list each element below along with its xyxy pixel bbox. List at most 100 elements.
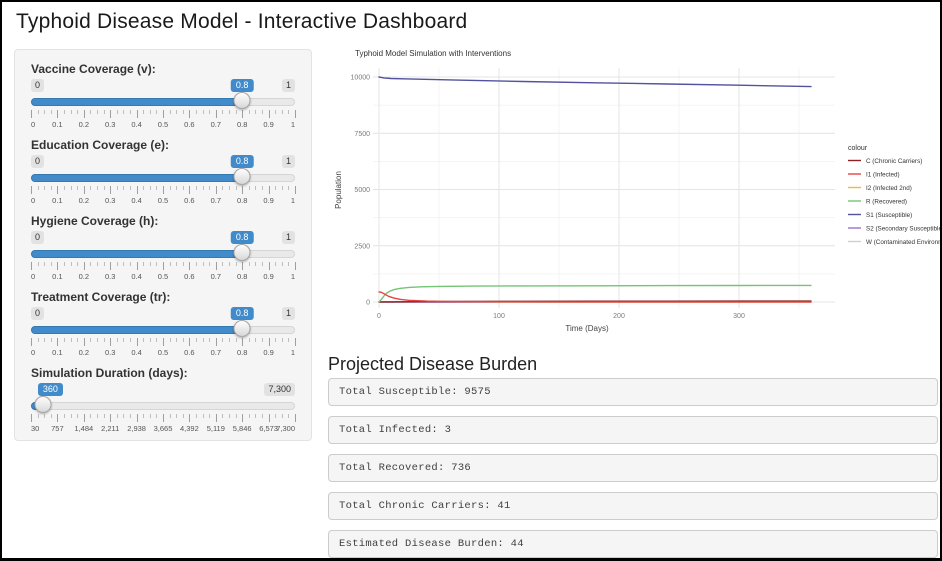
slider-tick — [255, 338, 257, 342]
slider-tick-label: 3,665 — [153, 424, 173, 433]
chart-legend: colour C (Chronic Carriers) I1 (Infected) I… — [848, 145, 940, 246]
slider-vaccine-coverage-handle[interactable] — [233, 92, 251, 109]
slider-tick — [97, 186, 98, 190]
slider-tick — [222, 186, 224, 190]
slider-tick — [229, 110, 230, 114]
slider-tick — [281, 110, 283, 114]
slider-tick — [182, 262, 184, 266]
slider-simulation-duration-handle[interactable] — [34, 396, 52, 413]
slider-tick — [57, 262, 59, 270]
slider-tick — [64, 262, 65, 266]
slider-tick-label: 0.1 — [52, 196, 63, 205]
slider-tick — [149, 186, 151, 190]
slider-tick — [136, 338, 138, 346]
slider-tick-label: 0.3 — [104, 120, 116, 129]
slider-tick — [242, 414, 244, 422]
burden-box-total-infected: Total Infected: 3 — [328, 416, 938, 444]
slider-tick — [31, 414, 32, 422]
slider-tick — [110, 262, 112, 270]
slider-vaccine-coverage-value-badge: 0.8 — [230, 79, 254, 93]
slider-tick-label: 0.8 — [236, 272, 248, 281]
slider-hygiene-coverage-grid: 0 0.1 0.2 0.3 0.4 0.5 0.6 0.7 0.8 0.9 1 — [31, 262, 296, 282]
legend-label: C (Chronic Carriers) — [866, 158, 922, 165]
slider-tick-label: 0.9 — [263, 196, 274, 205]
slider-tick — [163, 338, 164, 346]
slider-tick — [235, 110, 237, 114]
slider-simulation-duration-grid: 30 757 1,484 2,211 2,938 3,665 4,392 5,119 5,846… — [31, 414, 296, 434]
slider-tick-label: 0.3 — [104, 272, 116, 281]
slider-tick-label: 0.4 — [131, 120, 142, 129]
slider-tick-label: 0.6 — [184, 348, 195, 357]
slider-tick-label: 0.7 — [210, 272, 222, 281]
slider-tick-label: 0.5 — [157, 272, 169, 281]
slider-simulation-duration-label: Simulation Duration (days): — [31, 366, 188, 380]
legend-item: I1 (Infected) — [848, 172, 900, 179]
slider-hygiene-coverage-value-badge: 0.8 — [230, 231, 254, 245]
slider-tick — [123, 414, 125, 418]
slider-tick — [31, 186, 32, 194]
slider-tick-label: 30 — [31, 424, 40, 433]
slider-tick — [275, 414, 277, 418]
slider-tick — [50, 262, 52, 266]
slider-tick-label: 1,484 — [74, 424, 94, 433]
slider-hygiene-coverage: Hygiene Coverage (h): 0 1 0.8 0 0.1 0.2 0.3 0.4 0… — [31, 214, 296, 282]
slider-education-coverage-min-badge: 0 — [31, 155, 45, 169]
slider-tick — [255, 262, 257, 266]
slider-education-coverage-track[interactable] — [31, 174, 295, 182]
slider-tick — [262, 110, 263, 114]
slider-tick — [44, 338, 46, 342]
slider-tick — [169, 110, 171, 114]
slider-tick — [50, 110, 52, 114]
slider-tick — [275, 186, 277, 190]
slider-tick-label: 0.9 — [263, 120, 274, 129]
slider-tick — [268, 414, 270, 422]
slider-tick — [176, 110, 178, 114]
slider-tick — [110, 110, 112, 118]
slider-tick — [196, 186, 197, 190]
slider-tick — [248, 338, 250, 342]
slider-vaccine-coverage-control: 0 1 0.8 — [31, 78, 295, 109]
slider-tick — [169, 414, 171, 418]
slider-tick — [77, 110, 79, 114]
slider-tick — [103, 186, 105, 190]
slider-education-coverage-grid: 0 0.1 0.2 0.3 0.4 0.5 0.6 0.7 0.8 0.9 1 — [31, 186, 296, 206]
slider-tick — [235, 186, 237, 190]
slider-tick — [90, 110, 92, 114]
slider-tick-label: 1 — [290, 196, 295, 205]
slider-tick — [70, 338, 72, 342]
slider-tick — [281, 414, 283, 418]
slider-hygiene-coverage-track[interactable] — [31, 250, 295, 258]
slider-tick — [288, 262, 290, 266]
slider-tick — [275, 262, 277, 266]
slider-simulation-duration-track[interactable] — [31, 402, 295, 410]
slider-tick — [202, 338, 204, 342]
slider-tick — [189, 414, 191, 422]
slider-tick-label: 0.4 — [131, 196, 142, 205]
slider-tick-label: 0 — [31, 348, 36, 357]
slider-simulation-duration-value-badge: 360 — [37, 383, 63, 397]
slider-tick — [196, 414, 197, 418]
slider-education-coverage-handle[interactable] — [233, 168, 251, 185]
slider-treatment-coverage-track[interactable] — [31, 326, 295, 334]
slider-tick — [262, 338, 263, 342]
slider-hygiene-coverage-handle[interactable] — [233, 244, 251, 261]
slider-treatment-coverage-handle[interactable] — [233, 320, 251, 337]
slider-tick — [31, 338, 32, 346]
slider-tick — [169, 186, 171, 190]
slider-tick — [182, 186, 184, 190]
plot-background — [332, 44, 940, 352]
slider-tick — [229, 338, 230, 342]
slider-tick — [248, 262, 250, 266]
slider-tick-label: 0.1 — [52, 272, 63, 281]
slider-tick-label: 0.5 — [157, 348, 169, 357]
slider-tick — [176, 414, 178, 418]
slider-tick — [50, 186, 52, 190]
slider-tick — [248, 186, 250, 190]
legend-item: C (Chronic Carriers) — [848, 158, 922, 165]
slider-hygiene-coverage-control: 0 1 0.8 — [31, 230, 295, 261]
slider-tick — [268, 338, 270, 346]
slider-tick — [209, 338, 211, 342]
slider-tick — [123, 338, 125, 342]
slider-vaccine-coverage-track[interactable] — [31, 98, 295, 106]
slider-tick — [83, 186, 85, 194]
